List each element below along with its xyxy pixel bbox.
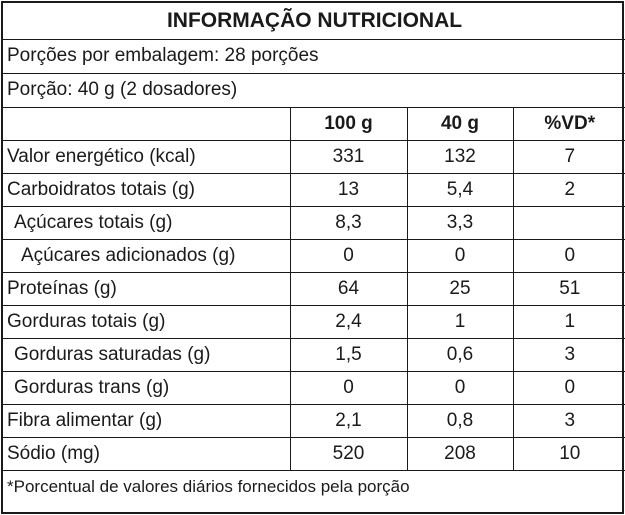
value-100g: 0 <box>289 370 408 405</box>
header-row: 100 g 40 g %VD* <box>3 106 625 141</box>
table-row: Proteínas (g) 64 25 51 <box>3 271 625 306</box>
value-40g: 132 <box>406 139 514 174</box>
nutrient-name: Gorduras totais (g) <box>3 304 291 339</box>
value-40g: 0,6 <box>406 337 514 372</box>
nutrient-name: Sódio (mg) <box>3 436 291 471</box>
value-40g: 0 <box>406 370 514 405</box>
value-vd: 3 <box>512 337 625 372</box>
column-header-100g: 100 g <box>289 106 408 141</box>
value-100g: 520 <box>289 436 408 471</box>
nutrient-name: Valor energético (kcal) <box>3 139 291 174</box>
nutrient-name: Proteínas (g) <box>3 271 291 306</box>
value-100g: 8,3 <box>289 205 408 240</box>
table-row: Açúcares totais (g) 8,3 3,3 <box>3 205 625 240</box>
value-40g: 208 <box>406 436 514 471</box>
serving-size: Porção: 40 g (2 dosadores) <box>3 72 625 108</box>
value-100g: 331 <box>289 139 408 174</box>
nutrient-name: Carboidratos totais (g) <box>3 172 291 207</box>
value-vd: 3 <box>512 403 625 438</box>
value-40g: 5,4 <box>406 172 514 207</box>
value-40g: 3,3 <box>406 205 514 240</box>
value-100g: 1,5 <box>289 337 408 372</box>
value-vd: 1 <box>512 304 625 339</box>
value-vd <box>512 205 625 240</box>
table-row: Gorduras totais (g) 2,4 1 1 <box>3 304 625 339</box>
nutrient-name: Açúcares totais (g) <box>3 205 291 240</box>
value-100g: 2,4 <box>289 304 408 339</box>
servings-per-package: Porções por embalagem: 28 porções <box>3 38 625 74</box>
nutrient-name: Gorduras trans (g) <box>3 370 291 405</box>
column-header-vd: %VD* <box>512 106 625 141</box>
value-vd: 10 <box>512 436 625 471</box>
column-header-40g: 40 g <box>406 106 514 141</box>
value-40g: 1 <box>406 304 514 339</box>
table-row: Açúcares adicionados (g) 0 0 0 <box>3 238 625 273</box>
footnote: *Porcentual de valores diários fornecido… <box>3 469 625 504</box>
value-100g: 13 <box>289 172 408 207</box>
table-row: Valor energético (kcal) 331 132 7 <box>3 139 625 174</box>
table-row: Gorduras trans (g) 0 0 0 <box>3 370 625 405</box>
value-vd: 0 <box>512 238 625 273</box>
value-100g: 64 <box>289 271 408 306</box>
nutrient-name: Gorduras saturadas (g) <box>3 337 291 372</box>
table-row: Fibra alimentar (g) 2,1 0,8 3 <box>3 403 625 438</box>
nutrition-table: INFORMAÇÃO NUTRICIONAL Porções por embal… <box>3 3 625 504</box>
value-vd: 51 <box>512 271 625 306</box>
value-100g: 2,1 <box>289 403 408 438</box>
value-40g: 25 <box>406 271 514 306</box>
table-row: Sódio (mg) 520 208 10 <box>3 436 625 471</box>
value-40g: 0 <box>406 238 514 273</box>
value-vd: 0 <box>512 370 625 405</box>
table-row: Carboidratos totais (g) 13 5,4 2 <box>3 172 625 207</box>
value-100g: 0 <box>289 238 408 273</box>
value-vd: 7 <box>512 139 625 174</box>
table-row: Gorduras saturadas (g) 1,5 0,6 3 <box>3 337 625 372</box>
label-title: INFORMAÇÃO NUTRICIONAL <box>3 3 625 40</box>
value-vd: 2 <box>512 172 625 207</box>
column-header-nutrient <box>3 106 291 141</box>
nutrient-name: Açúcares adicionados (g) <box>3 238 291 273</box>
nutrient-name: Fibra alimentar (g) <box>3 403 291 438</box>
value-40g: 0,8 <box>406 403 514 438</box>
